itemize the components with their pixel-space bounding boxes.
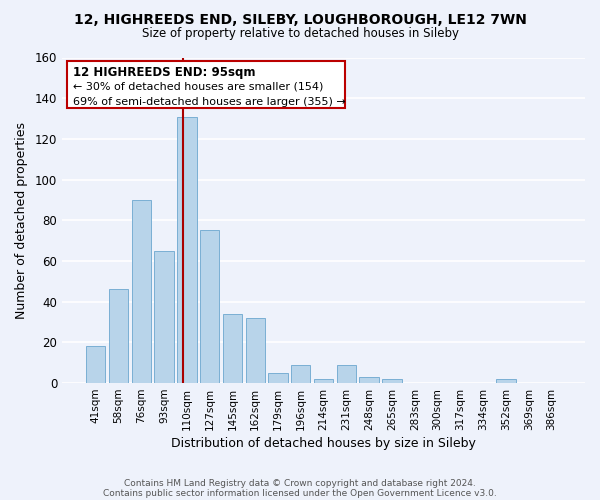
Text: Contains public sector information licensed under the Open Government Licence v3: Contains public sector information licen… bbox=[103, 488, 497, 498]
Text: 12 HIGHREEDS END: 95sqm: 12 HIGHREEDS END: 95sqm bbox=[73, 66, 255, 78]
Bar bbox=[496, 379, 515, 383]
X-axis label: Distribution of detached houses by size in Sileby: Distribution of detached houses by size … bbox=[171, 437, 476, 450]
Bar bbox=[86, 346, 106, 383]
Bar bbox=[109, 290, 128, 383]
Bar bbox=[291, 365, 310, 383]
Text: 69% of semi-detached houses are larger (355) →: 69% of semi-detached houses are larger (… bbox=[73, 97, 346, 107]
Bar bbox=[382, 379, 401, 383]
Text: Size of property relative to detached houses in Sileby: Size of property relative to detached ho… bbox=[142, 28, 458, 40]
Bar bbox=[177, 116, 197, 383]
FancyBboxPatch shape bbox=[67, 61, 344, 108]
Bar bbox=[131, 200, 151, 383]
Bar bbox=[337, 365, 356, 383]
Bar bbox=[200, 230, 219, 383]
Text: Contains HM Land Registry data © Crown copyright and database right 2024.: Contains HM Land Registry data © Crown c… bbox=[124, 478, 476, 488]
Text: ← 30% of detached houses are smaller (154): ← 30% of detached houses are smaller (15… bbox=[73, 82, 323, 92]
Bar bbox=[314, 379, 333, 383]
Bar bbox=[359, 377, 379, 383]
Bar bbox=[154, 251, 174, 383]
Text: 12, HIGHREEDS END, SILEBY, LOUGHBOROUGH, LE12 7WN: 12, HIGHREEDS END, SILEBY, LOUGHBOROUGH,… bbox=[74, 12, 526, 26]
Bar bbox=[268, 373, 287, 383]
Bar bbox=[245, 318, 265, 383]
Y-axis label: Number of detached properties: Number of detached properties bbox=[15, 122, 28, 319]
Bar bbox=[223, 314, 242, 383]
